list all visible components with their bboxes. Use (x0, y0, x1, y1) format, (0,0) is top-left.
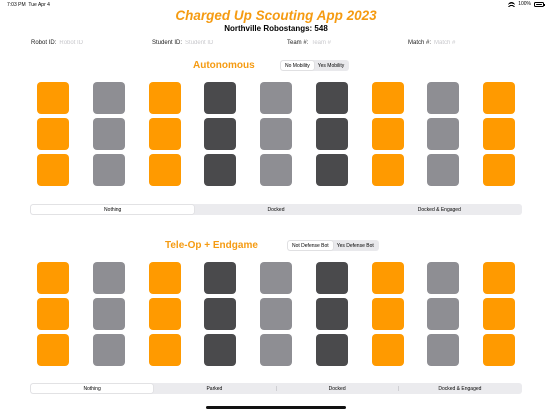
grid-node-top-5[interactable] (260, 82, 292, 114)
wifi-icon (508, 1, 516, 7)
grid-node-top-6[interactable] (315, 262, 348, 294)
teleop-docked-option[interactable]: Docked (328, 385, 346, 392)
grid-node-middle-4[interactable] (204, 298, 237, 330)
app-title: Charged Up Scouting App 2023 (175, 8, 377, 23)
match-number-field: Match #: (408, 40, 485, 46)
team-number-label: Team #: (287, 40, 309, 46)
autonomous-title: Autonomous (193, 60, 255, 71)
grid-node-middle-1[interactable] (37, 298, 69, 330)
match-number-input[interactable] (434, 40, 485, 46)
grid-node-middle-2[interactable] (92, 298, 125, 330)
not-defense-bot-option[interactable]: Not Defense Bot (288, 241, 333, 250)
yes-defense-bot-option[interactable]: Yes Defense Bot (336, 242, 374, 249)
grid-node-middle-5[interactable] (260, 298, 292, 330)
grid-node-middle-2[interactable] (92, 118, 125, 150)
status-bar: 7:03 PM Tue Apr 4 100% (0, 0, 552, 10)
battery-icon (534, 1, 545, 7)
grid-node-top-9[interactable] (483, 262, 515, 294)
robot-id-input[interactable] (59, 40, 110, 46)
grid-node-bottom-4[interactable] (204, 154, 237, 186)
segment-divider (398, 386, 399, 391)
grid-node-middle-3[interactable] (148, 298, 181, 330)
grid-node-bottom-6[interactable] (315, 154, 348, 186)
autonomous-scoring-grid (37, 82, 515, 186)
home-indicator (206, 406, 346, 409)
status-time: 7:03 PM Tue Apr 4 (7, 2, 50, 8)
teleop-parked-option[interactable]: Parked (206, 385, 223, 392)
grid-node-top-4[interactable] (204, 82, 237, 114)
grid-node-top-5[interactable] (260, 262, 292, 294)
grid-node-top-1[interactable] (37, 262, 69, 294)
grid-node-middle-3[interactable] (148, 118, 181, 150)
grid-node-middle-7[interactable] (371, 298, 404, 330)
grid-node-bottom-7[interactable] (371, 334, 404, 366)
match-number-label: Match #: (408, 40, 432, 46)
grid-node-middle-8[interactable] (427, 118, 460, 150)
teleop-nothing-option[interactable]: Nothing (31, 384, 154, 393)
grid-node-bottom-6[interactable] (315, 334, 348, 366)
auto-docked-option[interactable]: Docked (267, 206, 285, 213)
grid-node-top-9[interactable] (483, 82, 515, 114)
teleop-docked-engaged-option[interactable]: Docked & Engaged (438, 385, 482, 392)
grid-node-top-6[interactable] (315, 82, 348, 114)
auto-nothing-option[interactable]: Nothing (31, 205, 195, 214)
grid-node-top-7[interactable] (371, 262, 404, 294)
grid-node-top-8[interactable] (427, 82, 460, 114)
grid-node-bottom-2[interactable] (92, 334, 125, 366)
grid-node-middle-4[interactable] (204, 118, 237, 150)
grid-node-bottom-1[interactable] (37, 334, 69, 366)
grid-node-middle-6[interactable] (315, 298, 348, 330)
grid-node-bottom-9[interactable] (483, 154, 515, 186)
status-right: 100% (508, 1, 545, 7)
grid-node-bottom-2[interactable] (92, 154, 125, 186)
grid-node-top-2[interactable] (92, 82, 125, 114)
grid-node-top-2[interactable] (92, 262, 125, 294)
segment-divider (275, 386, 276, 391)
grid-node-middle-6[interactable] (315, 118, 348, 150)
student-id-field: Student ID: (152, 40, 236, 46)
grid-node-middle-9[interactable] (483, 118, 515, 150)
yes-mobility-option[interactable]: Yes Mobility (317, 62, 345, 69)
grid-node-bottom-1[interactable] (37, 154, 69, 186)
grid-node-middle-7[interactable] (371, 118, 404, 150)
grid-node-bottom-8[interactable] (427, 334, 460, 366)
team-name: Northville Robostangs: 548 (224, 24, 328, 33)
mobility-toggle: No Mobility Yes Mobility (280, 60, 350, 71)
grid-node-bottom-7[interactable] (371, 154, 404, 186)
grid-node-bottom-5[interactable] (260, 154, 292, 186)
grid-node-top-8[interactable] (427, 262, 460, 294)
grid-node-middle-8[interactable] (427, 298, 460, 330)
battery-percent: 100% (518, 1, 531, 7)
grid-node-top-4[interactable] (204, 262, 237, 294)
grid-node-bottom-3[interactable] (148, 334, 181, 366)
student-id-input[interactable] (185, 40, 236, 46)
grid-node-top-3[interactable] (148, 82, 181, 114)
grid-node-bottom-8[interactable] (427, 154, 460, 186)
team-number-input[interactable] (311, 40, 362, 46)
grid-node-bottom-4[interactable] (204, 334, 237, 366)
student-id-label: Student ID: (152, 40, 183, 46)
teleop-title: Tele-Op + Endgame (165, 240, 258, 251)
auto-docked-engaged-option[interactable]: Docked & Engaged (417, 206, 461, 213)
grid-node-top-1[interactable] (37, 82, 69, 114)
grid-node-bottom-9[interactable] (483, 334, 515, 366)
grid-node-top-7[interactable] (371, 82, 404, 114)
grid-node-bottom-3[interactable] (148, 154, 181, 186)
team-number-field: Team #: (287, 40, 362, 46)
grid-node-middle-5[interactable] (260, 118, 292, 150)
grid-node-middle-1[interactable] (37, 118, 69, 150)
defense-toggle: Not Defense Bot Yes Defense Bot (287, 240, 379, 251)
teleop-scoring-grid (37, 262, 515, 366)
no-mobility-option[interactable]: No Mobility (281, 61, 314, 70)
grid-node-middle-9[interactable] (483, 298, 515, 330)
robot-id-label: Robot ID: (31, 40, 57, 46)
autonomous-charge-station-selector: Nothing Docked Docked & Engaged (30, 204, 522, 215)
robot-id-field: Robot ID: (31, 40, 110, 46)
grid-node-bottom-5[interactable] (260, 334, 292, 366)
grid-node-top-3[interactable] (148, 262, 181, 294)
teleop-charge-station-selector: Nothing Parked Docked Docked & Engaged (30, 383, 522, 394)
